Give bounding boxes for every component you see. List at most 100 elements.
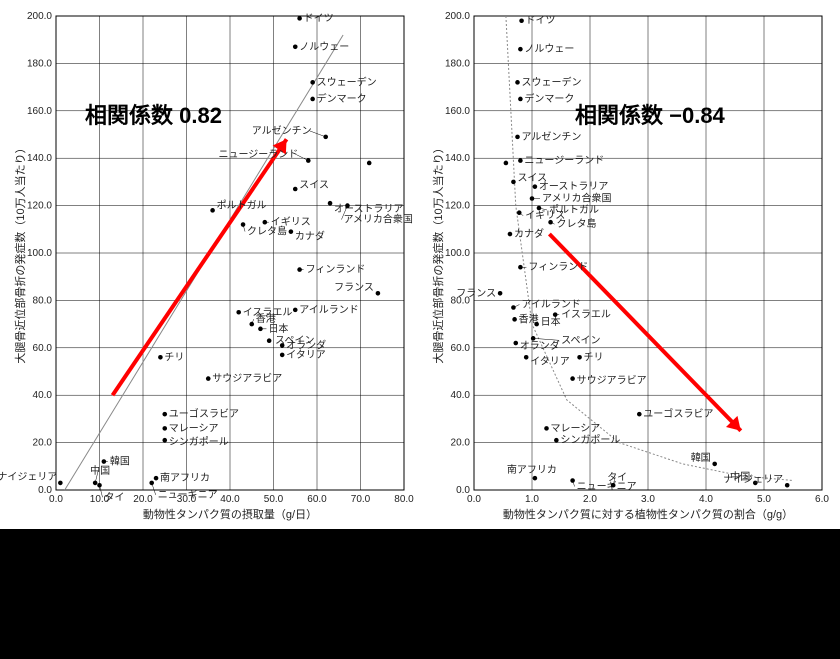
corr-value-2: −0.84 [669, 103, 725, 128]
svg-text:20.0: 20.0 [451, 438, 471, 449]
svg-text:120.0: 120.0 [27, 201, 52, 212]
svg-text:40.0: 40.0 [220, 494, 240, 505]
svg-text:0.0: 0.0 [467, 494, 481, 505]
svg-text:スイス: スイス [299, 180, 329, 191]
svg-text:オーストラリア: オーストラリア [334, 203, 404, 215]
correlation-label-2: 相関係数 −0.84 [575, 98, 725, 130]
svg-text:3.0: 3.0 [641, 494, 655, 505]
svg-text:5.0: 5.0 [757, 494, 771, 505]
svg-text:120.0: 120.0 [445, 201, 470, 212]
correlation-label-1: 相関係数 0.82 [85, 98, 222, 130]
svg-text:60.0: 60.0 [33, 343, 53, 354]
svg-text:イタリア: イタリア [286, 349, 326, 361]
scatter-chart-ratio: 0.020.040.060.080.0100.0120.0140.0160.01… [430, 6, 830, 526]
svg-text:ドイツ: ドイツ [304, 13, 334, 24]
svg-text:デンマーク: デンマーク [524, 92, 574, 105]
svg-text:20.0: 20.0 [33, 438, 53, 449]
svg-text:韓国: 韓国 [691, 452, 711, 464]
svg-text:フランス: フランス [456, 287, 496, 299]
corr-value-1: 0.82 [179, 103, 222, 128]
svg-text:イギリス: イギリス [271, 216, 311, 228]
svg-text:100.0: 100.0 [445, 248, 470, 259]
svg-text:大腿骨近位部骨折の発症数（10万人当たり）: 大腿骨近位部骨折の発症数（10万人当たり） [13, 142, 27, 363]
svg-text:マレーシア: マレーシア [551, 423, 601, 434]
svg-text:オーストラリア: オーストラリア [539, 181, 609, 193]
svg-text:大腿骨近位部骨折の発症数（10万人当たり）: 大腿骨近位部骨折の発症数（10万人当たり） [431, 142, 445, 363]
black-caption-bar [0, 529, 840, 659]
svg-text:60.0: 60.0 [307, 494, 327, 505]
svg-text:動物性タンパク質の摂取量（g/日）: 動物性タンパク質の摂取量（g/日） [143, 507, 317, 521]
svg-text:50.0: 50.0 [264, 494, 284, 505]
svg-text:スウェーデン: スウェーデン [522, 75, 582, 88]
svg-text:140.0: 140.0 [445, 153, 470, 164]
svg-text:140.0: 140.0 [27, 153, 52, 164]
svg-text:ノルウェー: ノルウェー [524, 43, 574, 55]
svg-text:200.0: 200.0 [445, 11, 470, 22]
svg-text:韓国: 韓国 [110, 456, 130, 468]
svg-text:動物性タンパク質に対する植物性タンパク質の割合（g/g）: 動物性タンパク質に対する植物性タンパク質の割合（g/g） [503, 507, 793, 521]
svg-text:マレーシア: マレーシア [169, 423, 219, 434]
svg-text:南アフリカ: 南アフリカ [507, 463, 557, 476]
svg-text:80.0: 80.0 [33, 295, 53, 306]
svg-text:フランス: フランス [334, 281, 374, 293]
svg-text:ユーゴスラビア: ユーゴスラビア [643, 407, 713, 420]
svg-text:オランダ: オランダ [520, 339, 560, 352]
svg-text:70.0: 70.0 [351, 494, 371, 505]
svg-text:ニューギニア: ニューギニア [158, 489, 218, 501]
svg-text:200.0: 200.0 [27, 11, 52, 22]
svg-text:4.0: 4.0 [699, 494, 713, 505]
svg-text:180.0: 180.0 [445, 58, 470, 69]
svg-text:80.0: 80.0 [394, 494, 414, 505]
svg-text:アルゼンチン: アルゼンチン [522, 131, 582, 143]
svg-text:サウジアラビア: サウジアラビア [577, 375, 647, 387]
corr-prefix-2: 相関係数 [575, 103, 669, 128]
svg-text:フィンランド: フィンランド [528, 261, 588, 273]
svg-text:40.0: 40.0 [451, 390, 471, 401]
svg-text:日本: 日本 [541, 315, 561, 328]
svg-text:ドイツ: ドイツ [526, 16, 556, 27]
svg-text:100.0: 100.0 [27, 248, 52, 259]
svg-text:ニュージーランド: ニュージーランド [218, 149, 298, 161]
svg-text:スペイン: スペイン [561, 335, 600, 346]
svg-text:アメリカ合衆国: アメリカ合衆国 [542, 191, 612, 204]
svg-text:アイルランド: アイルランド [299, 304, 359, 316]
svg-text:ユーゴスラビア: ユーゴスラビア [169, 407, 239, 420]
svg-text:40.0: 40.0 [33, 390, 53, 401]
svg-text:0.0: 0.0 [49, 494, 63, 505]
svg-text:日本: 日本 [268, 322, 288, 335]
svg-text:イスラエル: イスラエル [561, 309, 611, 321]
svg-text:ノルウェー: ノルウェー [299, 41, 349, 53]
svg-text:ニュージーランド: ニュージーランド [524, 155, 604, 167]
svg-text:サウジアラビア: サウジアラビア [212, 373, 282, 385]
svg-text:ポルトガル: ポルトガル [217, 199, 267, 211]
svg-text:ナイジェリア: ナイジェリア [723, 473, 783, 485]
svg-text:チリ: チリ [164, 351, 184, 363]
svg-text:イタリア: イタリア [530, 355, 570, 367]
svg-text:6.0: 6.0 [815, 494, 829, 505]
svg-text:2.0: 2.0 [583, 494, 597, 505]
svg-text:160.0: 160.0 [27, 106, 52, 117]
svg-text:20.0: 20.0 [133, 494, 153, 505]
svg-text:タイ: タイ [105, 491, 125, 503]
svg-text:タイ: タイ [607, 471, 627, 483]
corr-prefix-1: 相関係数 [85, 103, 179, 128]
svg-text:アメリカ合衆国: アメリカ合衆国 [343, 213, 413, 226]
svg-text:フィンランド: フィンランド [306, 264, 366, 276]
svg-text:シンガポール: シンガポール [560, 434, 620, 446]
scatter-chart-animal-protein: 0.0 20.0 40.0 60.0 80.0 100.0 120.0 140.0 160.0 1… [12, 6, 412, 526]
svg-text:1.0: 1.0 [525, 494, 539, 505]
svg-text:デンマーク: デンマーク [317, 92, 367, 105]
svg-text:カナダ: カナダ [295, 230, 325, 243]
svg-text:60.0: 60.0 [451, 343, 471, 354]
svg-text:南アフリカ: 南アフリカ [160, 471, 210, 484]
svg-text:180.0: 180.0 [27, 58, 52, 69]
svg-text:アルゼンチン: アルゼンチン [252, 125, 312, 137]
svg-text:ナイジェリア: ナイジェリア [0, 471, 57, 483]
svg-text:シンガポール: シンガポール [169, 436, 229, 448]
svg-text:スウェーデン: スウェーデン [317, 75, 377, 88]
svg-text:チリ: チリ [584, 351, 604, 363]
svg-text:カナダ: カナダ [514, 227, 544, 240]
svg-text:クレタ島: クレタ島 [557, 217, 597, 230]
svg-text:中国: 中国 [90, 464, 110, 477]
svg-text:160.0: 160.0 [445, 106, 470, 117]
